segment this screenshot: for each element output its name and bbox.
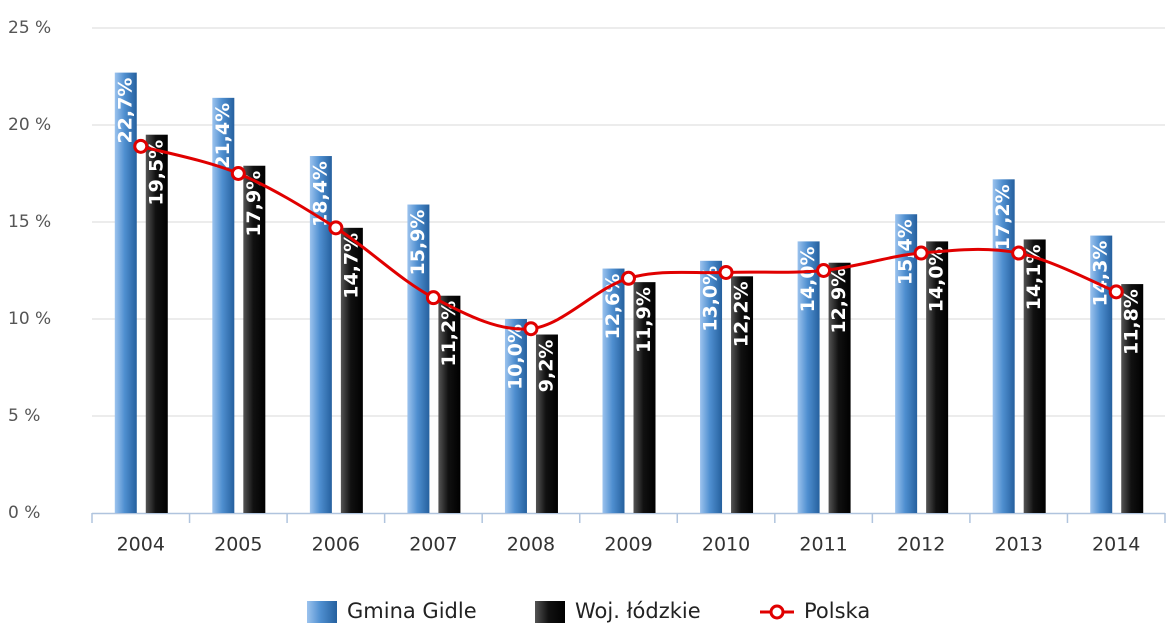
legend-swatch <box>535 601 565 623</box>
value-label: 14,1% <box>1023 244 1045 310</box>
value-label: 19,5% <box>145 140 167 206</box>
line-marker <box>621 270 636 286</box>
legend-label: Woj. łódzkie <box>575 599 701 623</box>
x-tick-label: 2004 <box>117 534 165 556</box>
bar <box>895 214 918 514</box>
line-marker <box>328 220 344 236</box>
bar <box>731 276 754 513</box>
x-tick-label: 2012 <box>897 534 945 556</box>
value-label: 21,4% <box>212 103 234 169</box>
bar <box>535 334 558 513</box>
x-tick-label: 2010 <box>702 534 750 556</box>
line-marker <box>133 138 149 154</box>
y-tick-label: 5 % <box>8 406 40 426</box>
legend-marker <box>769 604 785 620</box>
bar <box>633 282 656 513</box>
x-tick-label: 2014 <box>1092 534 1140 556</box>
value-label: 12,2% <box>731 281 753 347</box>
bar <box>145 134 168 513</box>
line-marker <box>523 321 539 337</box>
bar <box>340 227 363 513</box>
y-tick-label: 25 % <box>8 18 51 38</box>
bar <box>438 295 461 513</box>
value-label: 11,8% <box>1121 289 1143 355</box>
value-label: 9,2% <box>535 340 557 393</box>
x-tick-label: 2006 <box>312 534 360 556</box>
bar <box>992 179 1015 513</box>
x-tick-label: 2007 <box>409 534 457 556</box>
x-tick-label: 2005 <box>214 534 262 556</box>
bar <box>828 262 851 513</box>
line-marker <box>425 290 441 306</box>
bar <box>700 260 723 513</box>
value-label: 15,4% <box>895 219 917 285</box>
bar <box>1121 284 1144 513</box>
bar <box>1023 239 1046 513</box>
value-label: 14,0% <box>797 246 819 312</box>
x-tick-label: 2009 <box>604 534 652 556</box>
bar <box>114 72 137 514</box>
legend-label: Gmina Gidle <box>347 599 477 623</box>
bar <box>309 156 332 514</box>
line-marker <box>1108 284 1124 300</box>
bar <box>797 241 820 513</box>
line-marker <box>1011 245 1027 261</box>
y-tick-label: 0 % <box>8 503 40 523</box>
value-label: 10,0% <box>504 324 526 390</box>
bar <box>602 268 625 513</box>
value-label: 14,0% <box>926 246 948 312</box>
value-label: 17,2% <box>992 184 1014 250</box>
x-tick-label: 2011 <box>799 534 847 556</box>
value-label: 15,9% <box>407 210 429 276</box>
value-label: 18,4% <box>309 161 331 227</box>
bar <box>212 97 235 513</box>
line-marker <box>913 245 929 261</box>
line-marker <box>718 264 734 280</box>
value-label: 22,7% <box>114 78 136 144</box>
bar <box>1090 235 1113 513</box>
value-label: 12,9% <box>828 268 850 334</box>
value-label: 11,9% <box>633 287 655 353</box>
x-tick-label: 2013 <box>995 534 1043 556</box>
value-label: 17,9% <box>243 171 265 237</box>
value-label: 14,3% <box>1090 241 1112 307</box>
value-label: 14,7% <box>340 233 362 299</box>
value-label: 12,6% <box>602 274 624 340</box>
bar <box>243 165 266 514</box>
value-label: 11,2% <box>438 301 460 367</box>
legend-label: Polska <box>804 599 870 623</box>
y-tick-label: 10 % <box>8 309 51 329</box>
y-tick-label: 15 % <box>8 212 51 232</box>
line <box>140 144 1117 331</box>
bar <box>926 241 949 513</box>
bar <box>407 204 430 514</box>
line-marker <box>816 263 832 278</box>
legend-swatch <box>307 601 337 623</box>
y-tick-label: 20 % <box>8 115 51 135</box>
line-marker <box>230 166 246 181</box>
x-tick-label: 2008 <box>507 534 555 556</box>
value-label: 13,0% <box>700 266 722 332</box>
bar <box>504 319 527 513</box>
